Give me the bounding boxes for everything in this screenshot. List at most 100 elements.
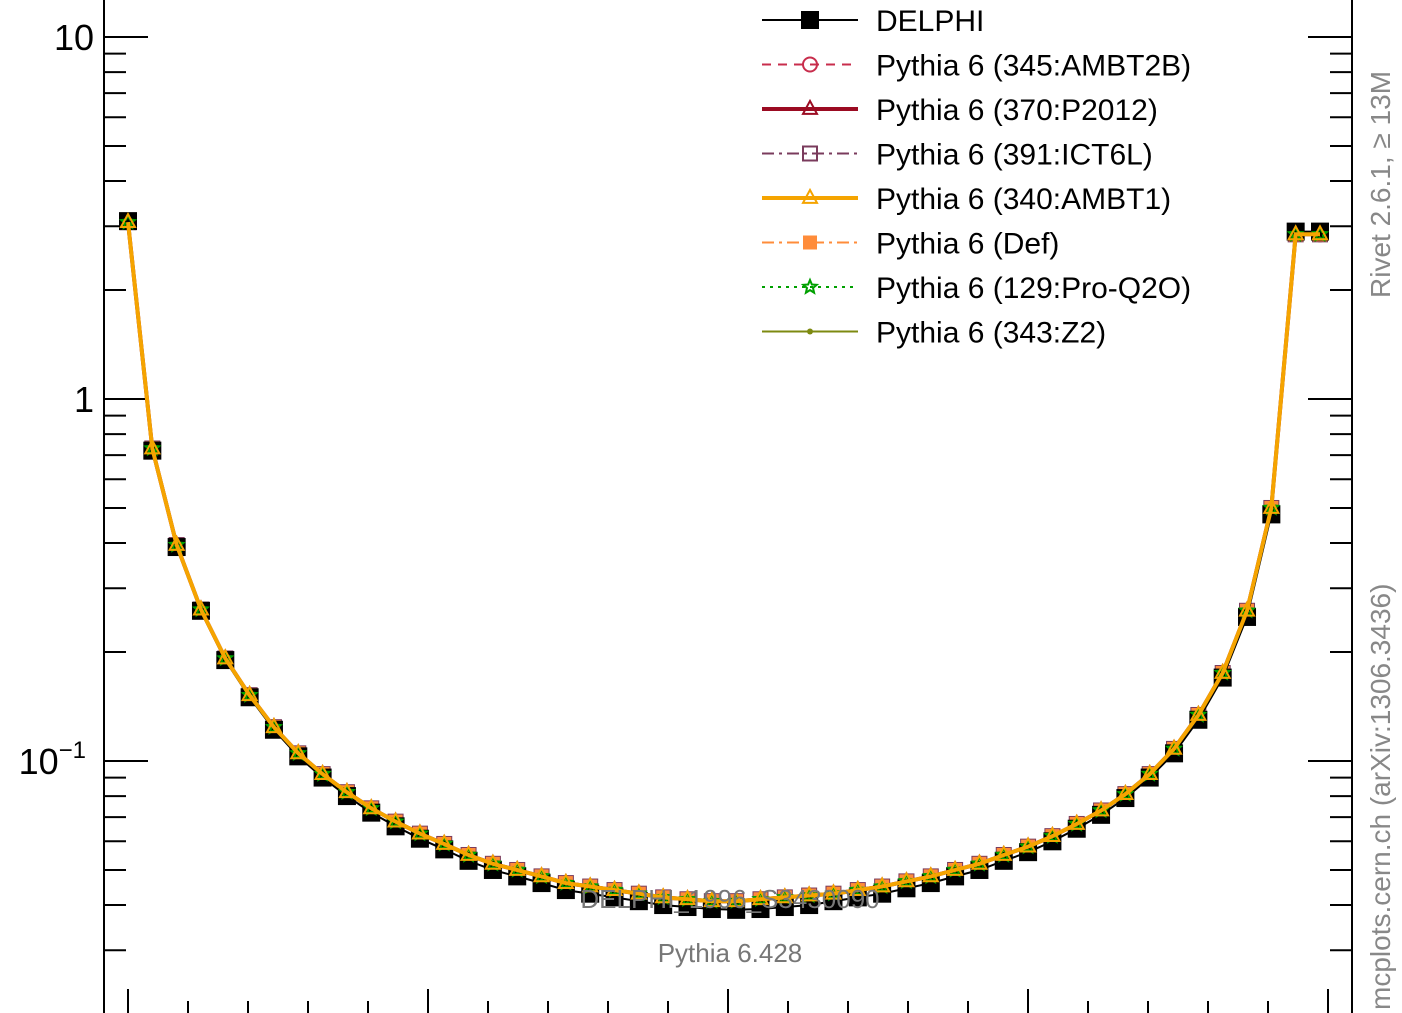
legend-label: Pythia 6 (Def): [876, 228, 1059, 261]
legend-entry: Pythia 6 (345:AMBT2B): [762, 50, 1191, 83]
y-tick-label-exponent: −1: [59, 737, 86, 764]
marker-open-triangle: [1286, 224, 1305, 241]
marker-open-triangle: [1043, 826, 1062, 843]
series-4: [119, 211, 1329, 908]
series-7: [125, 219, 1323, 905]
legend-entry: Pythia 6 (340:AMBT1): [762, 183, 1171, 216]
marker-open-triangle: [873, 876, 891, 893]
legend-label: Pythia 6 (391:ICT6L): [876, 139, 1153, 172]
marker-open-triangle: [922, 866, 940, 883]
series-line: [126, 221, 1320, 904]
marker-open-star: [800, 277, 820, 295]
marker-open-triangle: [1092, 800, 1110, 817]
marker-filled-square: [803, 235, 817, 250]
marker-open-triangle: [1214, 662, 1232, 679]
marker-open-triangle: [995, 844, 1013, 861]
marker-filled-square: [848, 888, 867, 907]
series-line: [127, 221, 1320, 903]
legend-label: Pythia 6 (129:Pro-Q2O): [876, 272, 1191, 305]
marker-filled-square: [801, 11, 819, 29]
marker-open-triangle: [484, 853, 502, 870]
generator-label: Pythia 6.428: [658, 938, 803, 968]
marker-open-triangle: [776, 887, 794, 904]
mcplots-credit-label: mcplots.cern.ch (arXiv:1306.3436): [1365, 584, 1396, 1010]
marker-open-triangle: [362, 798, 380, 815]
series-1: [120, 214, 1328, 910]
series-group: [118, 211, 1330, 919]
marker-open-triangle: [970, 853, 989, 870]
marker-open-triangle: [508, 859, 526, 876]
series-5: [121, 215, 1327, 909]
marker-open-triangle: [581, 876, 599, 893]
series-6: [118, 212, 1330, 909]
marker-open-circle: [802, 56, 818, 73]
x-axis-ticks: [127, 989, 1329, 1013]
marker-open-triangle: [435, 833, 453, 850]
marker-open-triangle: [1311, 224, 1329, 241]
marker-open-triangle: [1262, 497, 1281, 514]
marker-open-triangle: [801, 187, 819, 204]
marker-open-triangle: [1165, 738, 1183, 755]
marker-small-dot: [807, 328, 813, 335]
marker-open-triangle: [289, 743, 307, 760]
y-tick-label: 10: [54, 17, 94, 58]
marker-open-triangle: [532, 866, 551, 883]
legend-label: Pythia 6 (340:AMBT1): [876, 183, 1171, 216]
marker-open-triangle: [605, 879, 624, 896]
series-line: [127, 220, 1320, 911]
marker-open-triangle: [654, 887, 672, 904]
marker-open-triangle: [1141, 763, 1159, 781]
marker-open-triangle: [265, 717, 283, 734]
marker-filled-square: [605, 888, 624, 907]
series-line: [126, 221, 1320, 904]
marker-open-triangle: [216, 648, 234, 665]
legend-entry: Pythia 6 (370:P2012): [762, 94, 1158, 127]
marker-open-triangle: [386, 811, 405, 828]
legend-entry: Pythia 6 (129:Pro-Q2O): [762, 272, 1191, 305]
marker-open-triangle: [1238, 600, 1256, 617]
series-line: [127, 221, 1320, 903]
marker-open-star: [1310, 224, 1330, 243]
plot-frame: [103, 0, 1353, 1013]
marker-open-triangle: [143, 438, 162, 455]
rivet-version-label: Rivet 2.6.1, ≥ 13M: [1365, 71, 1396, 298]
marker-open-star: [289, 743, 308, 762]
legend-label: Pythia 6 (370:P2012): [876, 94, 1158, 127]
legend-entry: Pythia 6 (391:ICT6L): [762, 139, 1153, 172]
marker-open-triangle: [338, 782, 356, 799]
series-line: [127, 221, 1320, 903]
marker-open-triangle: [897, 871, 916, 888]
marker-open-triangle: [313, 763, 332, 781]
marker-open-triangle: [119, 211, 137, 229]
marker-open-triangle: [240, 685, 259, 702]
legend-label: DELPHI: [876, 5, 984, 38]
y-tick-label: 10−1: [19, 737, 86, 782]
series-2: [119, 211, 1329, 908]
marker-open-star: [1140, 764, 1159, 782]
marker-open-triangle: [727, 891, 745, 908]
y-tick-label: 1: [74, 379, 94, 420]
marker-open-triangle: [192, 599, 210, 616]
marker-open-triangle: [630, 883, 648, 900]
analysis-id-label: DELPHI_1996_S3430090: [580, 884, 879, 914]
y-axis-labels: 10 1 10−1: [19, 17, 94, 782]
y-axis-ticks: [104, 36, 1352, 952]
marker-open-triangle: [946, 859, 964, 876]
marker-open-triangle: [1068, 813, 1086, 830]
marker-open-square: [802, 145, 818, 162]
legend-label: Pythia 6 (343:Z2): [876, 317, 1106, 350]
series-3: [120, 214, 1328, 910]
series-0: [119, 212, 1329, 919]
marker-open-triangle: [557, 872, 575, 889]
marker-open-triangle: [678, 889, 697, 906]
marker-open-triangle: [800, 885, 818, 902]
marker-open-triangle: [167, 534, 186, 551]
legend-entry: Pythia 6 (Def): [762, 228, 1059, 261]
marker-open-triangle: [459, 844, 478, 861]
marker-open-triangle: [1189, 704, 1208, 721]
marker-open-triangle: [751, 889, 770, 906]
marker-open-star: [1164, 739, 1184, 757]
legend-label: Pythia 6 (345:AMBT2B): [876, 50, 1191, 83]
marker-open-triangle: [703, 891, 721, 908]
